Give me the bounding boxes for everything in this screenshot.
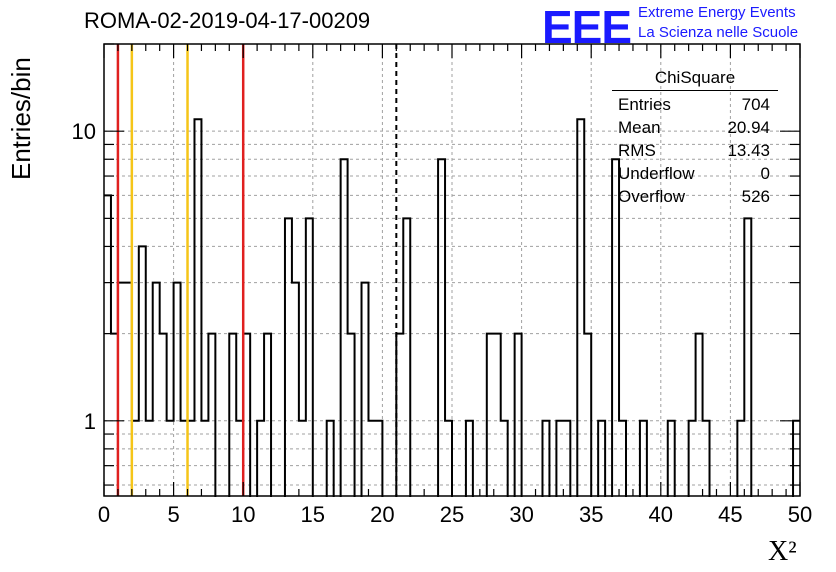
logo-line-2: La Scienza nelle Scuole [638,24,799,41]
stats-value: 526 [741,187,770,206]
stats-value: 20.94 [727,118,770,137]
y-axis-label: Entries/bin [6,57,36,180]
stats-row-rms: RMS 13.43 [612,139,778,162]
stats-box: ChiSquare Entries 704 Mean 20.94 RMS 13.… [612,68,778,208]
x-tick-label: 45 [718,502,742,527]
x-axis-label: X² [768,536,797,567]
x-tick-label: 20 [370,502,394,527]
stats-label: Mean [618,118,661,137]
axes-layer [103,43,801,497]
x-tick-label: 5 [167,502,179,527]
tick-labels-layer: 0 5 10 15 20 25 30 35 40 45 50 1 10 [72,119,813,527]
x-tick-label: 35 [579,502,603,527]
stats-row-underflow: Underflow 0 [612,162,778,185]
histogram-layer [0,118,836,572]
chart-title: ROMA-02-2019-04-17-00209 [84,8,371,33]
x-tick-label: 0 [98,502,110,527]
x-tick-label: 15 [301,502,325,527]
x-tick-label: 10 [231,502,255,527]
y-tick-label: 1 [84,409,96,434]
histogram-outline [104,118,800,507]
stats-label: RMS [618,141,656,160]
stats-row-entries: Entries 704 [612,93,778,116]
x-tick-label: 25 [440,502,464,527]
stats-value: 13.43 [727,141,770,160]
stats-value: 0 [760,164,770,183]
logo-line-1: Extreme Energy Events [638,4,796,21]
y-tick-label: 10 [72,119,96,144]
eee-logo: EEE [542,1,632,53]
x-tick-label: 50 [788,502,812,527]
stats-label: Overflow [618,187,686,206]
x-tick-label: 30 [509,502,533,527]
stats-label: Underflow [618,164,695,183]
x-tick-label: 40 [649,502,673,527]
stats-row-overflow: Overflow 526 [612,185,778,208]
stats-row-mean: Mean 20.94 [612,116,778,139]
below-axis-mask [0,497,836,572]
stats-label: Entries [618,95,671,114]
stats-title: ChiSquare [612,68,778,91]
stats-value: 704 [741,95,770,114]
